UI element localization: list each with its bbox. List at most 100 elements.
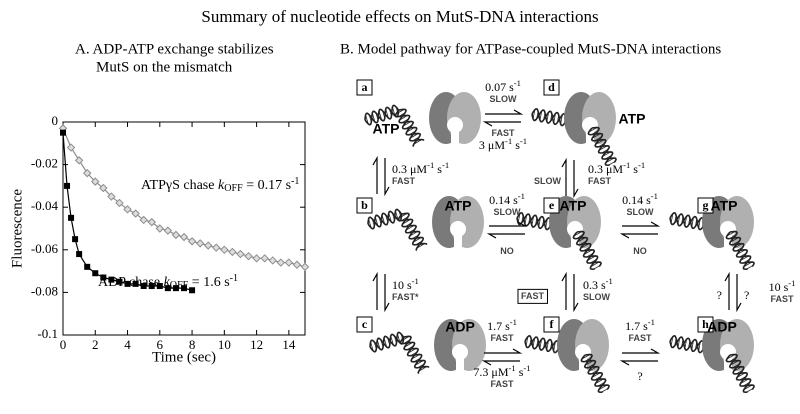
dna-strand: [583, 353, 607, 394]
data-point: [140, 283, 147, 290]
text-segment: -1: [518, 191, 525, 201]
data-point: [155, 224, 165, 233]
data-point: [60, 129, 66, 136]
dna-rung: [743, 384, 753, 390]
dna-rung: [726, 354, 736, 360]
dna-rung: [736, 372, 746, 378]
rate-label: FAST: [491, 128, 515, 138]
arrow: [485, 109, 524, 115]
text-segment: -1: [442, 160, 449, 170]
dna-rung: [529, 338, 532, 346]
muts-channel: [586, 130, 594, 146]
data-point: [244, 251, 253, 261]
dna-rung: [370, 341, 374, 352]
arrow: [384, 274, 390, 313]
rate-label: 10 s-1: [769, 278, 796, 294]
dna-rung: [383, 337, 388, 348]
muts-channel: [724, 234, 732, 250]
data-point: [163, 226, 173, 235]
text-segment: -1: [427, 160, 434, 170]
dna-rung: [543, 340, 546, 349]
text-segment: ?: [717, 288, 722, 302]
dna-rung: [598, 142, 605, 148]
dna-rung: [395, 210, 399, 221]
dna-rung: [407, 348, 417, 354]
data-point: [268, 256, 277, 265]
text-segment: 1.7 s: [487, 319, 510, 333]
rate-label: 7.3 μM-1 s-1: [473, 363, 530, 379]
dna-rung: [743, 261, 753, 267]
state-box: [543, 316, 560, 333]
dna-rung: [380, 339, 384, 348]
text-segment: -1: [523, 363, 530, 373]
dna-rung: [398, 112, 406, 117]
dna-rung: [404, 222, 412, 228]
x-tick-label: 0: [60, 337, 67, 352]
text-segment: FAST: [770, 294, 794, 304]
dna-rung: [684, 216, 687, 226]
dna-rung: [410, 351, 418, 357]
text-segment: 1.7 s: [625, 319, 648, 333]
dna-rung: [395, 109, 405, 115]
text-segment: NO: [633, 246, 647, 256]
muts-channel: [571, 234, 579, 250]
data-point: [260, 254, 269, 263]
data-point: [228, 247, 237, 257]
dna-rung: [586, 252, 594, 258]
data-point: [84, 263, 91, 270]
dna-rung: [605, 157, 615, 163]
dna-rung: [674, 215, 677, 223]
text-segment: 10 s: [392, 278, 412, 292]
text-segment: s: [512, 138, 520, 152]
dna-rung: [746, 388, 754, 393]
text-segment: -1: [623, 160, 630, 170]
panel-a-title: MutS on the mismatch: [96, 59, 233, 75]
dna-rung: [381, 214, 386, 225]
state-letter: c: [362, 317, 368, 331]
dna-rung: [531, 216, 534, 226]
rate-label: SLOW: [494, 207, 522, 217]
state-letter: g: [703, 198, 709, 212]
y-tick-label: -0.08: [31, 283, 58, 298]
dna-rung: [536, 339, 539, 348]
muts-channel: [452, 344, 468, 360]
dna-rung: [385, 214, 389, 223]
dna-rung: [598, 145, 608, 151]
data-point: [72, 236, 79, 243]
data-point: [131, 209, 140, 218]
arrow: [561, 271, 567, 310]
dna-rung: [405, 225, 415, 231]
dna-rung: [583, 246, 590, 252]
state-letter: a: [362, 80, 368, 94]
dna-rung: [408, 228, 416, 234]
dna-rung: [412, 234, 419, 240]
dna-rung: [688, 340, 691, 349]
dna-rung: [535, 217, 538, 226]
dna-rung: [374, 216, 379, 227]
rate-label: SLOW: [490, 94, 518, 104]
dna-rung: [729, 357, 737, 362]
dna-rung: [740, 378, 749, 384]
dna-rung: [406, 127, 415, 133]
dna-rung: [532, 337, 536, 348]
text-segment: FAST: [521, 291, 545, 301]
muts-channel: [450, 221, 466, 237]
state-letter: d: [548, 80, 555, 94]
dna-rung: [587, 363, 595, 369]
rate-label: NO: [500, 246, 514, 256]
dna-rung: [585, 360, 594, 366]
dna-rung: [382, 110, 386, 119]
data-point: [123, 205, 132, 214]
plot-frame: [62, 121, 306, 336]
dna-rung: [580, 243, 590, 249]
text-segment: FAST: [588, 176, 612, 186]
text-segment: SLOW: [534, 176, 562, 186]
text-segment: -1: [514, 78, 521, 88]
data-point: [132, 280, 139, 287]
dna-rung: [593, 265, 601, 270]
text-segment: -1: [412, 276, 419, 286]
dna-rung: [733, 243, 743, 249]
dna-rung: [403, 339, 411, 344]
rate-label: FAST: [588, 176, 612, 186]
